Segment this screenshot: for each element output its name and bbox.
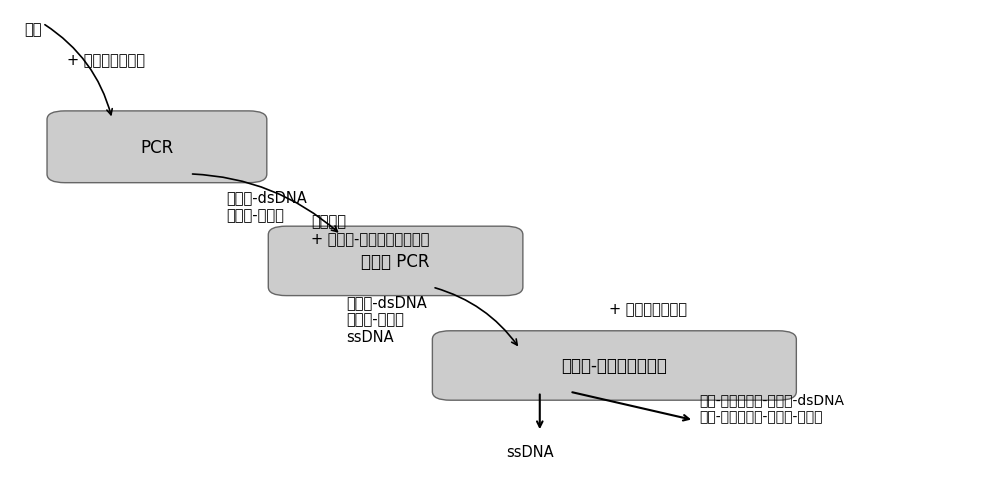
Text: + 链霉亲和素磁珠: + 链霉亲和素磁珠 [609, 301, 687, 317]
FancyBboxPatch shape [47, 112, 267, 183]
Text: 生物素-dsDNA
生物素-副产品: 生物素-dsDNA 生物素-副产品 [227, 190, 307, 223]
Text: 不对称 PCR: 不对称 PCR [361, 252, 430, 270]
Text: + 生物素标记引物: + 生物素标记引物 [67, 53, 145, 68]
FancyBboxPatch shape [432, 331, 796, 400]
Text: 磁珠-链霉亲和素-生物素-dsDNA
磁珠-链霉亲和素-生物素-副产品: 磁珠-链霉亲和素-生物素-dsDNA 磁珠-链霉亲和素-生物素-副产品 [699, 393, 844, 423]
Text: 生物素-dsDNA
生物素-副产品
ssDNA: 生物素-dsDNA 生物素-副产品 ssDNA [346, 295, 427, 344]
Text: 正向引物
+ 生物素-反向引物（少量）: 正向引物 + 生物素-反向引物（少量） [311, 214, 429, 246]
Text: 模板: 模板 [25, 22, 42, 36]
Text: 生物素-链霉亲和素结合: 生物素-链霉亲和素结合 [561, 357, 667, 375]
Text: PCR: PCR [140, 139, 174, 156]
FancyBboxPatch shape [268, 227, 523, 296]
Text: ssDNA: ssDNA [506, 444, 554, 459]
